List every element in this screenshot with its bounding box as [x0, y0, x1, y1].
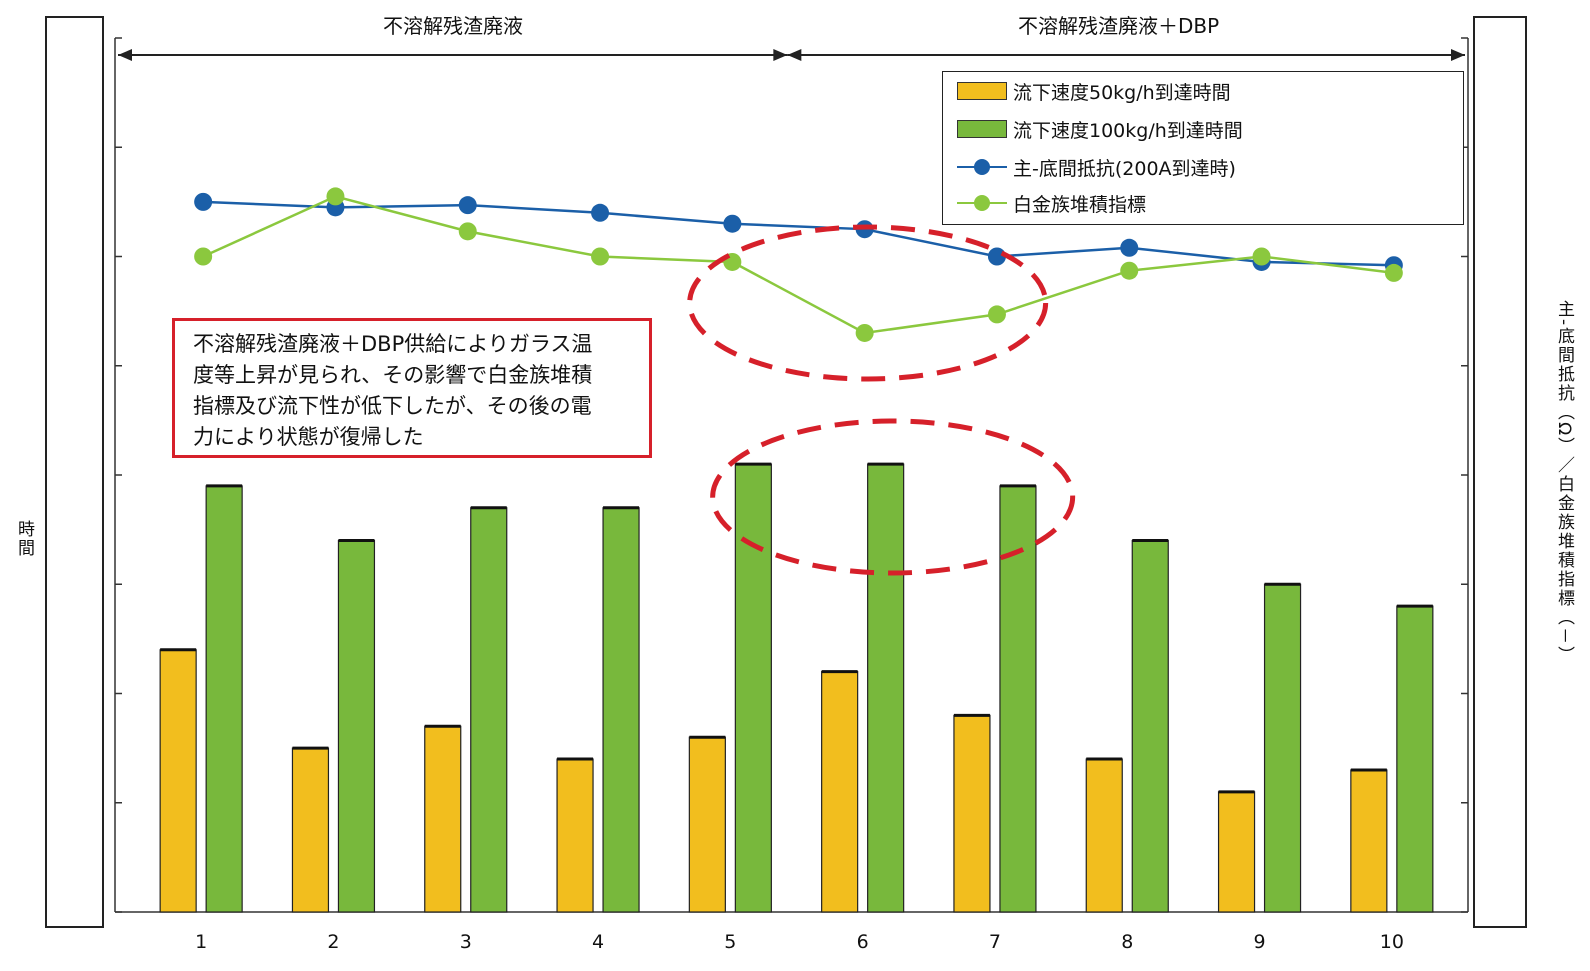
annotation-box: 不溶解残渣廃液＋DBP供給によりガラス温 度等上昇が見られ、その影響で白金族堆積… [172, 318, 652, 458]
right-axis-box [1473, 16, 1527, 928]
bar-100-2 [337, 539, 376, 913]
point-resistance-4 [591, 203, 610, 222]
legend-label-bar-100: 流下速度100kg/h到達時間 [1013, 119, 1243, 142]
legend-item-bar-50: 流下速度50kg/h到達時間 [957, 76, 1231, 106]
period-arrowhead [1451, 49, 1465, 61]
point-pgm-2 [326, 187, 345, 206]
annotation-line-2: 度等上昇が見られ、その影響で白金族堆積 [193, 363, 593, 387]
point-pgm-6 [855, 323, 874, 342]
point-pgm-7 [987, 305, 1006, 324]
point-pgm-1 [194, 247, 213, 266]
bar-100-4 [602, 507, 640, 913]
left-axis-box [45, 16, 104, 928]
x-tick-label-4: 4 [592, 931, 604, 953]
bar-50-6 [821, 671, 859, 913]
bar-100-8 [1131, 539, 1169, 913]
bar-100-1 [205, 485, 243, 913]
bar-50-3 [424, 725, 462, 913]
legend-swatch-bar-100 [957, 120, 1007, 138]
legend: 流下速度50kg/h到達時間 流下速度100kg/h到達時間 主-底間抵抗(20… [942, 71, 1464, 225]
bar-50-10 [1350, 769, 1388, 913]
point-resistance-1 [194, 192, 213, 211]
legend-item-line-resistance: 主-底間抵抗(200A到達時) [957, 152, 1236, 182]
point-resistance-8 [1120, 238, 1139, 257]
highlight-ellipse-lines [687, 224, 1049, 382]
y-axis-label: 時間 [14, 520, 34, 558]
annotation-line-4: 力により状態が復帰した [193, 425, 424, 449]
bar-50-8 [1085, 758, 1123, 913]
annotation-line-1: 不溶解残渣廃液＋DBP供給によりガラス温 [193, 332, 593, 356]
point-pgm-8 [1120, 261, 1139, 280]
period-arrowhead [118, 49, 132, 61]
legend-item-bar-100: 流下速度100kg/h到達時間 [957, 114, 1243, 144]
y2-axis-label: 主-底間抵抗（Ω）／白金族堆積指標（－） [1554, 300, 1574, 666]
bar-50-4 [556, 758, 594, 913]
bar-100-5 [734, 463, 772, 913]
point-resistance-3 [458, 196, 477, 215]
point-pgm-3 [458, 222, 477, 241]
period-arrowhead [787, 49, 802, 61]
point-pgm-9 [1252, 247, 1271, 266]
x-tick-label-7: 7 [989, 931, 1001, 953]
legend-label-line-pgm: 白金族堆積指標 [1013, 193, 1147, 216]
line-resistance [203, 200, 1394, 267]
legend-swatch-line-resistance [957, 157, 1007, 177]
point-pgm-10 [1384, 263, 1403, 282]
period-label-1: 不溶解残渣廃液 [375, 10, 531, 39]
period-arrowhead [773, 49, 788, 61]
legend-item-line-pgm: 白金族堆積指標 [957, 188, 1146, 218]
bar-50-9 [1217, 791, 1256, 913]
period-label-2: 不溶解残渣廃液＋DBP [1010, 10, 1228, 39]
bar-50-2 [291, 747, 330, 913]
point-pgm-4 [591, 247, 610, 266]
x-tick-label-8: 8 [1121, 931, 1133, 953]
line-pgm-index [202, 195, 1395, 335]
x-tick-label-6: 6 [857, 931, 869, 953]
legend-label-bar-50: 流下速度50kg/h到達時間 [1013, 81, 1231, 104]
bar-50-1 [159, 649, 197, 913]
x-tick-label-2: 2 [327, 931, 339, 953]
bar-100-9 [1263, 583, 1302, 913]
legend-swatch-line-pgm [957, 193, 1007, 213]
bar-50-5 [688, 736, 726, 913]
bar-50-7 [953, 714, 991, 913]
x-tick-label-9: 9 [1254, 931, 1266, 953]
legend-swatch-bar-50 [957, 82, 1007, 100]
point-resistance-5 [723, 214, 742, 233]
x-tick-label-10: 10 [1380, 931, 1404, 953]
highlight-ellipse-bars [710, 418, 1076, 576]
bar-100-10 [1396, 605, 1434, 913]
x-tick-label-1: 1 [195, 931, 207, 953]
x-tick-label-5: 5 [724, 931, 736, 953]
bar-100-6 [867, 463, 905, 913]
bar-100-3 [470, 507, 508, 913]
legend-label-line-resistance: 主-底間抵抗(200A到達時) [1013, 157, 1236, 180]
x-tick-label-3: 3 [460, 931, 472, 953]
point-resistance-7 [987, 247, 1006, 266]
annotation-line-3: 指標及び流下性が低下したが、その後の電 [193, 394, 592, 418]
